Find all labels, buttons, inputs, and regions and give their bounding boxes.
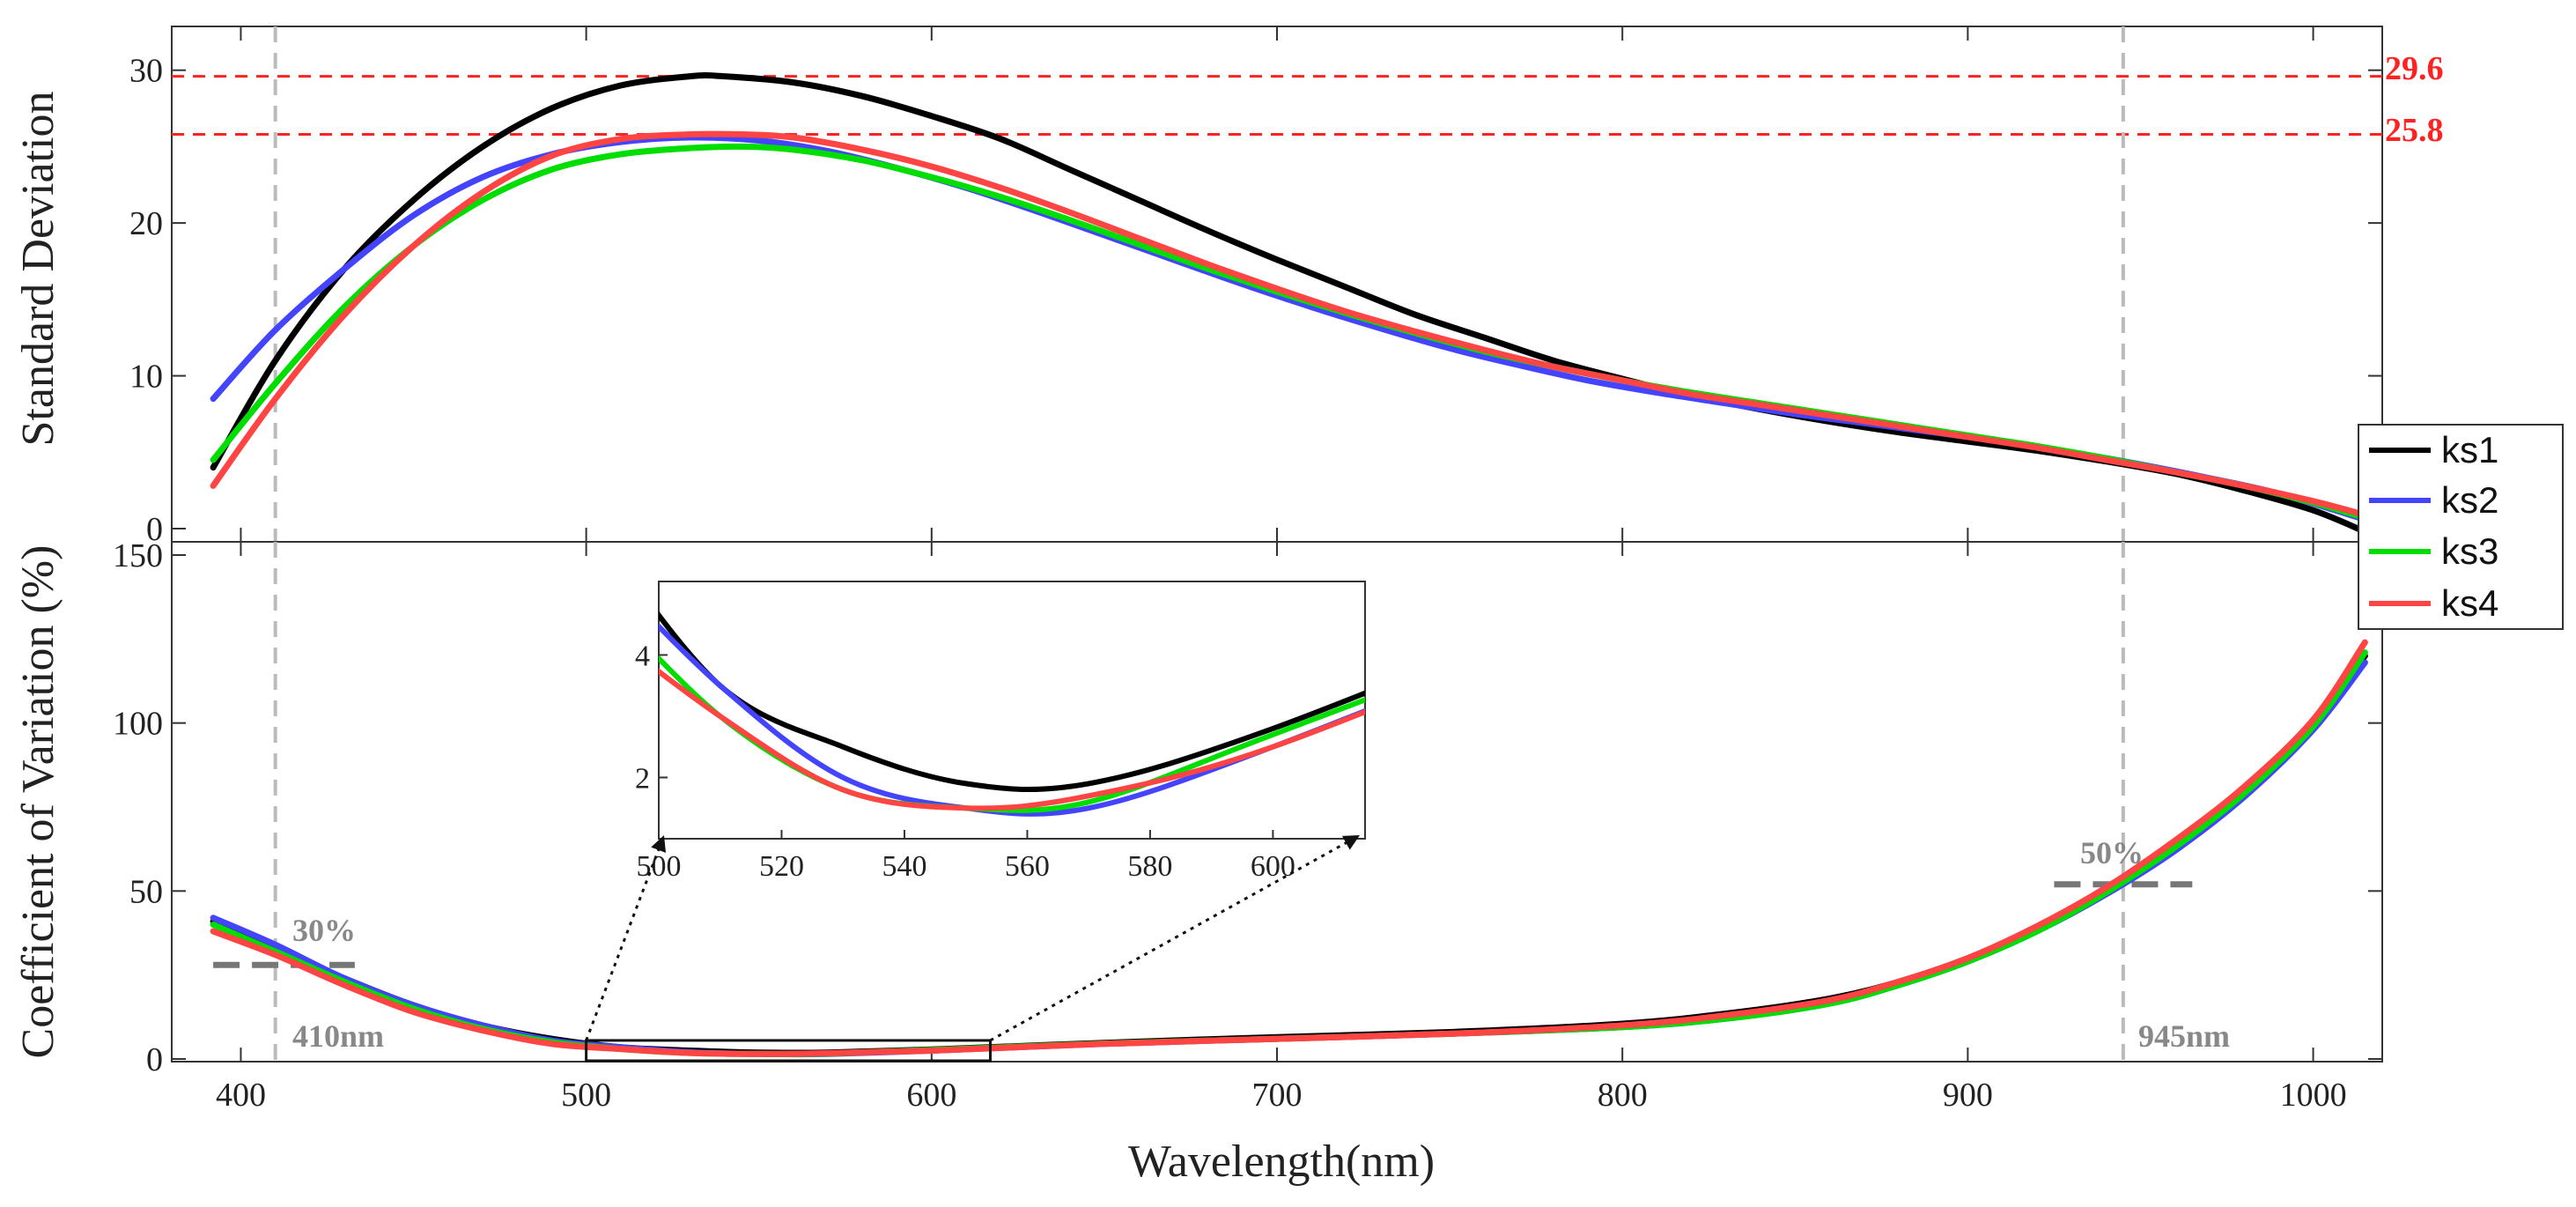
x-tick-label: 400	[216, 1077, 266, 1114]
top-y-axis-title: Standard Deviation	[13, 92, 63, 447]
inset-x-tick-label: 560	[1005, 850, 1050, 883]
top-panel: 0 10 20 30 29.6 25.8 Standard Deviation	[13, 26, 2444, 548]
x-axis-title: Wavelength(nm)	[1128, 1137, 1435, 1187]
top-series-ks1	[210, 72, 2368, 535]
legend-label-ks4: ks4	[2441, 582, 2498, 624]
top-y-ticks: 0 10 20 30	[129, 26, 2382, 548]
x-tick-label: 600	[906, 1077, 956, 1114]
bottom-series-ks4	[210, 639, 2368, 1057]
x-tick-label: 700	[1252, 1077, 1303, 1114]
inset-x-tick-label: 520	[759, 850, 804, 883]
zoom-connectors	[585, 833, 1361, 1042]
x-tick-label: 1000	[2280, 1077, 2347, 1114]
legend-label-ks1: ks1	[2441, 429, 2498, 470]
inset-y-tick-label: 4	[635, 640, 650, 672]
zoom-region-box	[585, 1039, 992, 1063]
top-panel-frame	[171, 26, 2383, 543]
bottom-ticks: 0 50 100 150 400 500 600 700 800 900 1000	[113, 537, 2382, 1114]
legend: ks1 ks2 ks3 ks4	[2358, 424, 2564, 630]
bottom-y-tick-label: 100	[113, 706, 163, 743]
max-label-1: 29.6	[2385, 50, 2444, 87]
inset-x-tick-label: 500	[637, 850, 682, 883]
top-series-ks3	[210, 143, 2368, 522]
top-series-ks2	[210, 134, 2368, 523]
legend-box	[2358, 424, 2564, 630]
inset-ticks: 500 520 540 560 580 600 2 4	[635, 640, 1295, 883]
right-wavelength-label: 945nm	[2138, 1018, 2230, 1054]
inset-x-tick-label: 600	[1251, 850, 1295, 883]
x-tick-label: 500	[561, 1077, 611, 1114]
top-series	[210, 72, 2368, 535]
legend-label-ks2: ks2	[2441, 479, 2498, 521]
inset-series-ks4	[659, 668, 1365, 811]
top-y-tick-label: 0	[146, 511, 163, 548]
left-percent-label: 30%	[292, 913, 356, 948]
inset-y-tick-label: 2	[635, 762, 650, 795]
inset-x-tick-label: 580	[1127, 850, 1172, 883]
inset-series	[659, 611, 1365, 817]
bottom-y-tick-label: 0	[146, 1041, 163, 1078]
bottom-y-axis-title: Coefficient of Variation (%)	[13, 545, 63, 1059]
top-y-tick-label: 20	[129, 205, 163, 242]
bottom-y-tick-label: 150	[113, 537, 163, 574]
x-tick-label: 900	[1943, 1077, 1993, 1114]
inset-x-tick-label: 540	[882, 850, 926, 883]
inset-zoom: 500 520 540 560 580 600 2 4	[635, 581, 1366, 883]
bottom-panel: 0 50 100 150 400 500 600 700 800 900 1000 410nm 94…	[13, 537, 2383, 1187]
zoom-connector-left	[585, 834, 667, 1041]
top-y-tick-label: 30	[129, 53, 163, 90]
x-tick-label: 800	[1598, 1077, 1648, 1114]
legend-label-ks3: ks3	[2441, 530, 2498, 572]
bottom-series	[210, 639, 2368, 1063]
bottom-guides	[213, 542, 2193, 1062]
left-wavelength-label: 410nm	[292, 1018, 384, 1054]
top-series-ks4	[210, 130, 2368, 518]
bottom-y-tick-label: 50	[129, 873, 163, 910]
top-y-tick-label: 10	[129, 359, 163, 396]
right-percent-label: 50%	[2080, 835, 2144, 870]
inset-background	[658, 581, 1366, 840]
max-label-2: 25.8	[2385, 112, 2444, 149]
top-reference-lines	[172, 26, 2382, 542]
